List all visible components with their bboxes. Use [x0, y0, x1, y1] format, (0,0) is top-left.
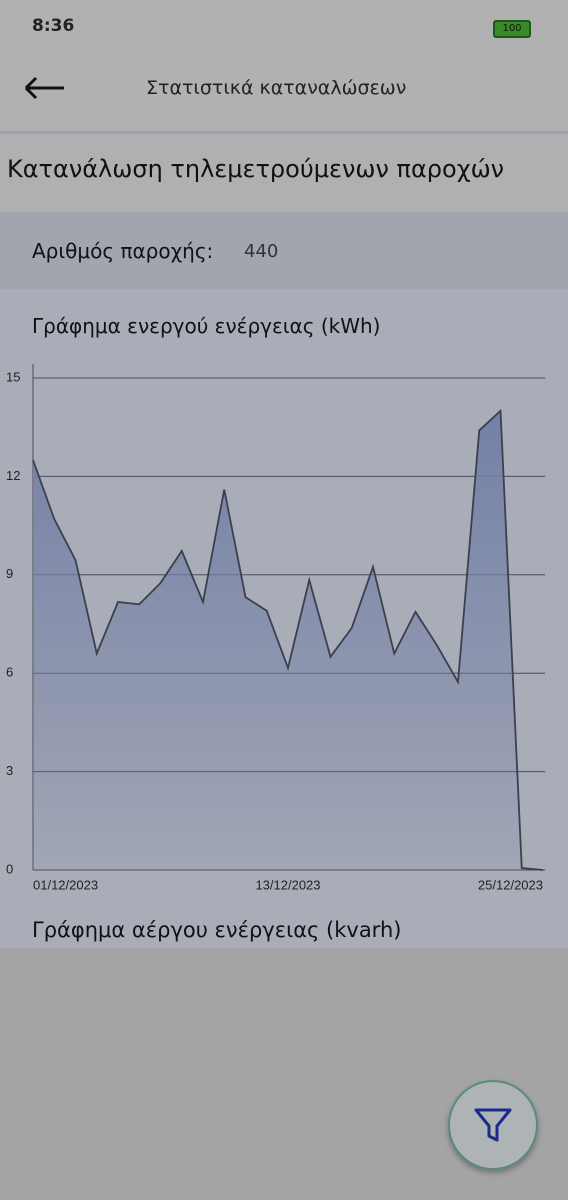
divider: [0, 131, 568, 134]
x-tick-label: 13/12/2023: [255, 877, 320, 892]
top-bar: [0, 0, 568, 132]
y-tick-label: 12: [6, 468, 20, 483]
battery: 100: [493, 20, 531, 38]
next-chart-title: Γράφημα αέργου ενέργειας (kvarh): [32, 918, 402, 942]
app-bar-title: Στατιστικά καταναλώσεων: [146, 77, 407, 99]
section-header: [0, 134, 568, 212]
y-tick-label: 9: [6, 566, 13, 581]
area: [33, 410, 543, 870]
back-arrow: [24, 76, 64, 100]
x-tick-label: 01/12/2023: [33, 877, 98, 892]
y-tick-label: 6: [6, 665, 13, 680]
y-tick-label: 3: [6, 763, 13, 778]
back-button[interactable]: [20, 74, 68, 102]
supply-label: Αριθμός παροχής:: [32, 239, 214, 263]
filter-button[interactable]: [448, 1080, 538, 1170]
filter-icon: [474, 1108, 512, 1142]
supply-row: [0, 212, 568, 289]
line: [32, 408, 544, 871]
supply-value: 440: [244, 241, 279, 262]
y-tick-label: 15: [6, 369, 20, 384]
y-tick-label: 0: [6, 861, 13, 876]
section-title: Κατανάλωση τηλεμετρούμενων παροχών: [7, 155, 505, 183]
status-time: 8:36: [32, 16, 75, 36]
chart-title: Γράφημα ενεργού ενέργειας (kWh): [32, 314, 381, 338]
chart: 0 3 6 9 12 15 01/12/2023 13/12/2023 25/12/2023: [6, 364, 545, 892]
x-tick-label: 25/12/2023: [478, 877, 543, 892]
